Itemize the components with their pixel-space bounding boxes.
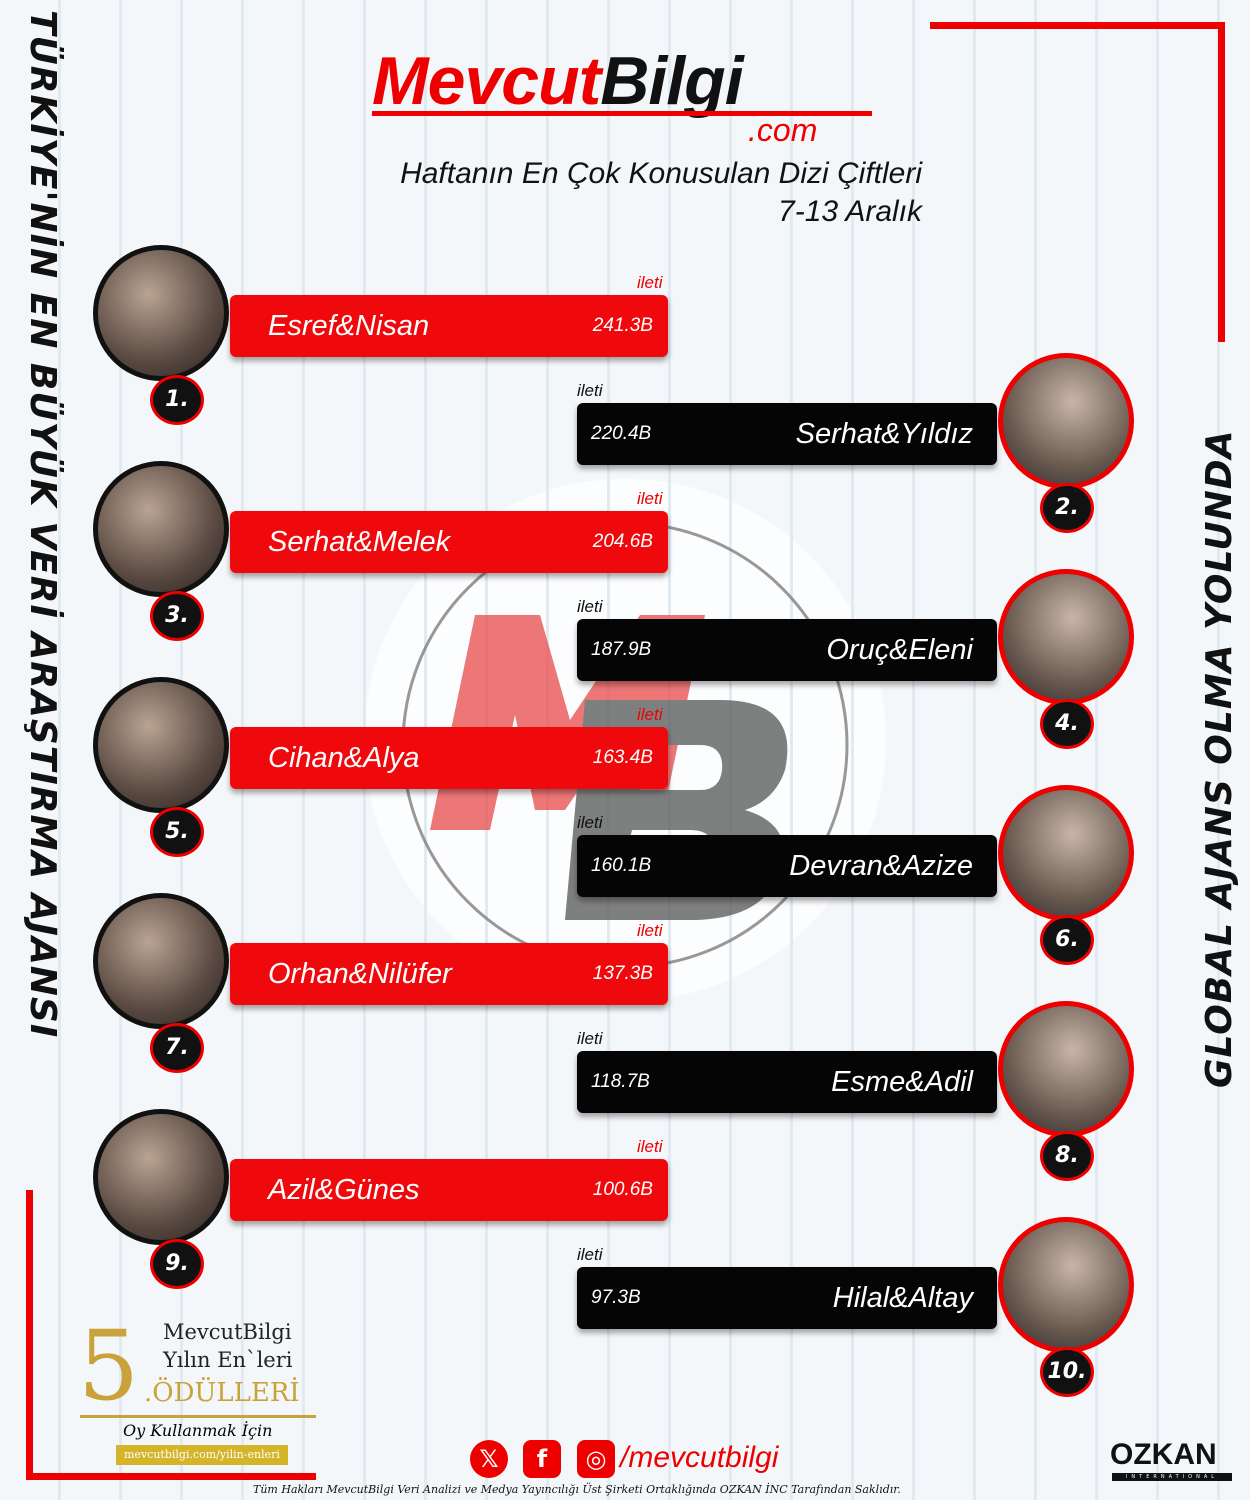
award-divider: [80, 1415, 316, 1418]
ranking-bar: Orhan&Nilüfer 137.3B: [230, 943, 668, 1005]
frame-bottom: [26, 1473, 316, 1480]
side-text-left: TÜRKİYE'NİN EN BÜYÜK VERİ ARAŞTIRMA AJAN…: [22, 10, 63, 1039]
unit-label: ileti: [577, 597, 603, 616]
mention-count: 220.4B: [591, 423, 652, 444]
couple-photo: [93, 461, 229, 597]
logo-black: Bilgi: [600, 43, 743, 119]
mention-count: 100.6B: [592, 1179, 653, 1200]
frame-top: [930, 22, 1225, 29]
unit-label: ileti: [637, 921, 663, 940]
ranking-bar: Oruç&Eleni 187.9B: [577, 619, 997, 681]
unit-label: ileti: [637, 1137, 663, 1156]
rank-badge: 6.: [1040, 915, 1094, 965]
mention-count: 118.7B: [591, 1071, 650, 1092]
logo-underline: [372, 111, 872, 116]
mention-count: 163.4B: [592, 747, 653, 768]
rank-badge: 8.: [1040, 1131, 1094, 1181]
frame-left: [26, 1190, 33, 1480]
partner-logo: OZKAN: [1110, 1438, 1217, 1471]
ranking-bar: Serhat&Melek 204.6B: [230, 511, 668, 573]
date-range: 7-13 Aralık: [778, 195, 922, 228]
side-text-right: GLOBAL AJANS OLMA YOLUNDA: [1199, 429, 1240, 1088]
frame-right: [1218, 22, 1225, 342]
ranking-bar: Azil&Günes 100.6B: [230, 1159, 668, 1221]
award-url[interactable]: mevcutbilgi.com/yilin-enleri: [116, 1445, 288, 1465]
partner-sub: INTERNATIONAL: [1112, 1473, 1232, 1481]
ranking-bar: Serhat&Yıldız 220.4B: [577, 403, 997, 465]
couple-photo: [998, 353, 1134, 489]
award-line1: MevcutBilgi: [163, 1320, 292, 1344]
footer-copyright: Tüm Hakları MevcutBilgi Veri Analizi ve …: [253, 1483, 901, 1496]
rank-badge: 10.: [1040, 1347, 1094, 1397]
couple-name: Oruç&Eleni: [826, 634, 973, 666]
ranking-bar: Esme&Adil 118.7B: [577, 1051, 997, 1113]
rank-badge: 5.: [150, 807, 204, 857]
couple-name: Devran&Azize: [789, 850, 973, 882]
rank-badge: 1.: [150, 375, 204, 425]
instagram-icon[interactable]: ◎: [577, 1440, 615, 1478]
award-line2: Yılın En`leri: [163, 1348, 293, 1372]
facebook-icon[interactable]: f: [523, 1440, 561, 1478]
couple-name: Azil&Günes: [268, 1174, 420, 1206]
couple-name: Cihan&Alya: [268, 742, 420, 774]
title-text: Haftanın En Çok Konusulan Dizi Çiftleri: [400, 157, 922, 190]
logo-domain: .com: [748, 112, 818, 148]
couple-name: Esme&Adil: [831, 1066, 973, 1098]
unit-label: ileti: [577, 1029, 603, 1048]
couple-name: Serhat&Melek: [268, 526, 451, 558]
page-title: Haftanın En Çok Konusulan Dizi Çiftleri 7…: [400, 155, 922, 231]
couple-photo: [998, 785, 1134, 921]
rank-badge: 2.: [1040, 483, 1094, 533]
award-badge[interactable]: 5 MevcutBilgi Yılın En`leri .ÖDÜLLERİ Oy…: [78, 1318, 318, 1468]
mention-count: 160.1B: [591, 855, 652, 876]
couple-photo: [998, 1001, 1134, 1137]
couple-photo: [998, 1217, 1134, 1353]
couple-name: Esref&Nisan: [268, 310, 430, 342]
unit-label: ileti: [577, 1245, 603, 1264]
logo-red: Mevcut: [372, 43, 601, 119]
rank-badge: 9.: [150, 1239, 204, 1289]
ranking-bar: Cihan&Alya 163.4B: [230, 727, 668, 789]
mention-count: 187.9B: [591, 639, 652, 660]
ranking-bar: Hilal&Altay 97.3B: [577, 1267, 997, 1329]
rank-badge: 4.: [1040, 699, 1094, 749]
award-line3: .ÖDÜLLERİ: [144, 1378, 300, 1408]
brand-logo: MevcutBilgi: [372, 47, 744, 115]
rank-badge: 3.: [150, 591, 204, 641]
unit-label: ileti: [577, 813, 603, 832]
award-vote: Oy Kullanmak İçin: [123, 1421, 273, 1440]
rank-badge: 7.: [150, 1023, 204, 1073]
mention-count: 241.3B: [592, 315, 653, 336]
couple-photo: [93, 893, 229, 1029]
couple-name: Hilal&Altay: [832, 1282, 973, 1314]
ranking-bar: Devran&Azize 160.1B: [577, 835, 997, 897]
couple-photo: [998, 569, 1134, 705]
mention-count: 204.6B: [592, 531, 653, 552]
unit-label: ileti: [577, 381, 603, 400]
couple-photo: [93, 1109, 229, 1245]
unit-label: ileti: [637, 705, 663, 724]
social-handle[interactable]: /mevcutbilgi: [620, 1441, 779, 1474]
couple-name: Serhat&Yıldız: [795, 418, 973, 450]
x-icon[interactable]: 𝕏: [470, 1440, 508, 1478]
unit-label: ileti: [637, 273, 663, 292]
ranking-bar: Esref&Nisan 241.3B: [230, 295, 668, 357]
award-number: 5: [78, 1310, 140, 1422]
couple-photo: [93, 677, 229, 813]
mention-count: 97.3B: [591, 1287, 641, 1308]
couple-photo: [93, 245, 229, 381]
mention-count: 137.3B: [592, 963, 653, 984]
unit-label: ileti: [637, 489, 663, 508]
couple-name: Orhan&Nilüfer: [268, 958, 452, 990]
